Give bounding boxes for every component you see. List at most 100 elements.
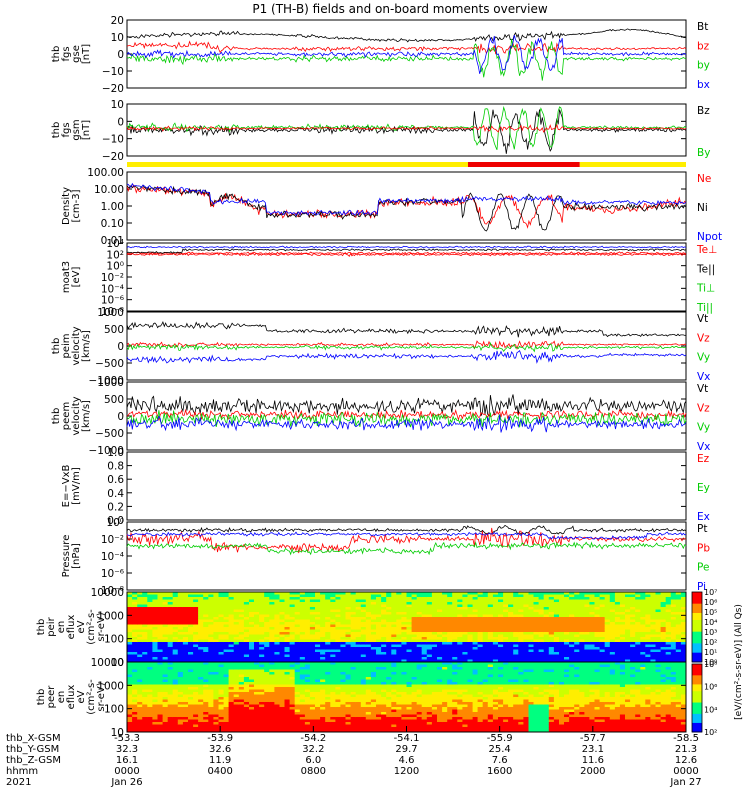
y-tick-label: 10⁻⁴ xyxy=(101,283,124,295)
footer-value: -58.5 xyxy=(673,733,699,744)
footer-value: -53.3 xyxy=(114,733,140,744)
footer-value: 0400 xyxy=(207,766,232,777)
footer-value: -54.1 xyxy=(394,733,420,744)
y-tick-label: 0.4 xyxy=(107,488,124,500)
y-tick-label: 0 xyxy=(117,49,124,61)
y-axis-label-line: [cm-3] xyxy=(71,189,82,222)
legend-entry: Vx xyxy=(697,441,710,453)
footer-row-label: thb_X-GSM xyxy=(6,733,61,744)
legend-entry: Ey xyxy=(697,482,710,494)
y-tick-label: −500 xyxy=(95,428,124,440)
colorbar-tick: 10⁶ xyxy=(704,598,717,607)
legend-entry: Pt xyxy=(697,523,707,535)
colorbar-tick: 10³ xyxy=(704,628,717,637)
footer-value: 11.9 xyxy=(209,755,231,766)
footer-value: 0000 xyxy=(114,766,139,777)
legend-entry: Ne xyxy=(697,173,711,185)
y-tick-label: −10 xyxy=(102,134,124,146)
footer-value: 1200 xyxy=(394,766,419,777)
footer-value: -55.9 xyxy=(487,733,513,744)
footer-value: 12.6 xyxy=(675,755,697,766)
date-start: Jan 26 xyxy=(110,777,142,788)
legend-entry: by xyxy=(697,60,710,72)
y-axis-label-line: [mV/m] xyxy=(71,467,82,505)
y-axis-label-line: sr-eV) xyxy=(96,682,107,711)
footer-value: 21.3 xyxy=(675,744,697,755)
y-tick-label: 10000 xyxy=(91,587,124,599)
legend-entry: bz xyxy=(697,40,710,52)
legend-entry: bx xyxy=(697,79,710,91)
legend-entry: Bz xyxy=(697,105,710,117)
footer-value: 0800 xyxy=(301,766,326,777)
colorbar-tick: 10⁴ xyxy=(704,618,717,627)
y-tick-label: 20 xyxy=(111,15,124,27)
legend-entry: Ti⊥ xyxy=(696,283,715,295)
y-tick-label: 10.00 xyxy=(94,184,124,196)
footer-value: -57.7 xyxy=(580,733,606,744)
y-tick-label: 0 xyxy=(117,411,124,423)
y-tick-label: 10⁻⁶ xyxy=(101,568,124,580)
legend-entry: By xyxy=(697,147,710,159)
y-tick-label: 0.6 xyxy=(107,474,124,486)
y-tick-label: 10⁻⁶ xyxy=(101,295,124,307)
footer-row-label: thb_Y-GSM xyxy=(6,744,59,755)
footer-value: 32.6 xyxy=(209,744,231,755)
legend-entry: Pb xyxy=(697,542,710,554)
figure-title: P1 (TH-B) fields and on-board moments ov… xyxy=(252,2,548,16)
y-axis-label-line: [km/s] xyxy=(81,330,92,362)
y-tick-label: 500 xyxy=(104,394,124,406)
y-tick-label: −20 xyxy=(102,151,124,163)
footer-value: 4.6 xyxy=(399,755,415,766)
footer-value: 16.1 xyxy=(116,755,138,766)
y-tick-label: 0.10 xyxy=(101,218,124,230)
date-end: Jan 27 xyxy=(669,777,701,788)
footer-row-label: thb_Z-GSM xyxy=(6,755,61,766)
y-axis-label-line: [km/s] xyxy=(81,400,92,432)
footer-row-label: hhmm xyxy=(6,766,38,777)
legend-entry: Vz xyxy=(697,332,710,344)
legend-entry: Ex xyxy=(697,511,710,523)
legend-entry: Vx xyxy=(697,371,710,383)
y-tick-label: −20 xyxy=(102,83,124,95)
legend-entry: Ez xyxy=(697,453,710,465)
y-tick-label: 0.8 xyxy=(107,461,124,473)
colorbar-label: [eV/(cm²-s-sr-eV)] (All Qs) xyxy=(734,604,744,720)
colorbar-tick: 10⁴ xyxy=(704,705,717,714)
footer-value: 1600 xyxy=(487,766,512,777)
y-tick-label: −10 xyxy=(102,66,124,78)
legend-entry: Ni xyxy=(697,202,708,214)
legend-entry: Vt xyxy=(697,383,708,395)
legend-entry: Vt xyxy=(697,313,708,325)
colorbar-tick: 10⁷ xyxy=(704,588,717,597)
footer-value: 23.1 xyxy=(582,744,604,755)
y-tick-label: 10⁻² xyxy=(101,272,124,284)
legend-entry: Te|| xyxy=(696,263,715,275)
y-tick-label: 10000 xyxy=(91,657,124,669)
footer-value: 32.2 xyxy=(302,744,324,755)
y-tick-label: 10⁻² xyxy=(101,534,124,546)
footer-value: -54.2 xyxy=(300,733,326,744)
footer-value: 6.0 xyxy=(305,755,321,766)
legend-entry: Vy xyxy=(697,352,710,364)
y-tick-label: 10⁴ xyxy=(106,238,124,250)
y-tick-label: −500 xyxy=(95,358,124,370)
y-tick-label: 1.0 xyxy=(107,447,124,459)
colorbar-tick: 10⁸ xyxy=(704,660,717,669)
footer-value: 25.4 xyxy=(489,744,511,755)
y-tick-label: 1.00 xyxy=(101,201,124,213)
footer-value: -53.9 xyxy=(207,733,233,744)
y-axis-label-line: [nT] xyxy=(81,44,92,64)
y-tick-label: 1000 xyxy=(97,307,124,319)
legend-entry: Te⊥ xyxy=(696,244,717,256)
y-axis-label: Density[cm-3] xyxy=(61,187,82,225)
y-tick-label: 10 xyxy=(111,99,124,111)
y-tick-label: 10 xyxy=(111,32,124,44)
y-axis-label: E=−VxB[mV/m] xyxy=(61,465,82,508)
legend-entry: Npot xyxy=(697,231,722,243)
colorbar-tick: 10¹ xyxy=(704,648,717,657)
footer-value: 29.7 xyxy=(395,744,417,755)
y-tick-label: 10² xyxy=(106,249,124,261)
